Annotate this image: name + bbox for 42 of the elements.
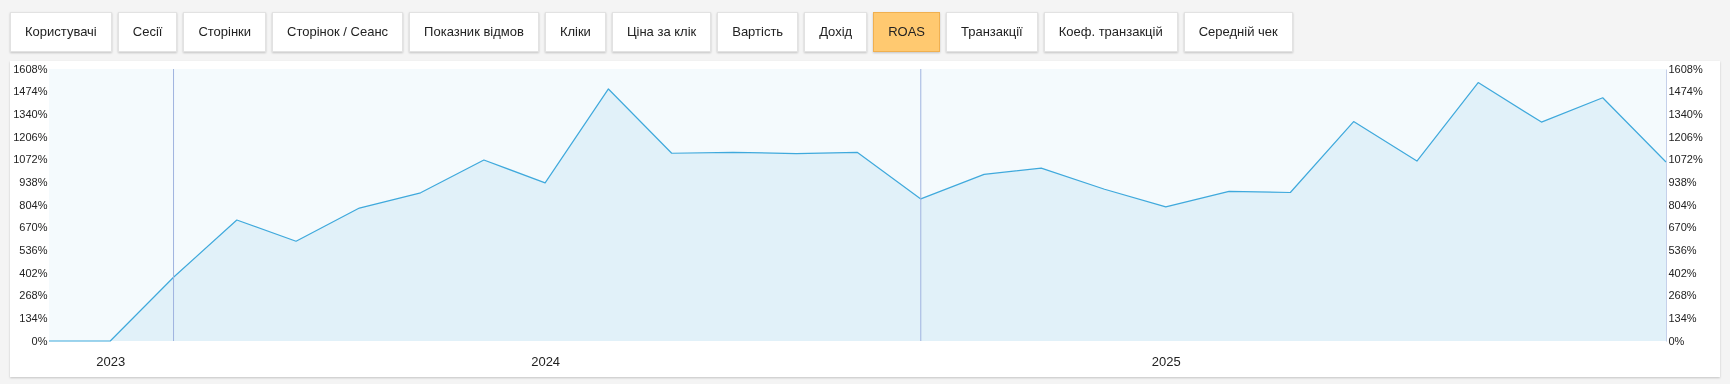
y2-tick-label: 938% [1668,175,1697,188]
y-tick-label: 938% [19,175,48,188]
tab-button: Транзакції [946,12,1038,52]
x-tick-label: 2025 [1151,353,1181,369]
y-tick-label: 402% [19,266,48,279]
tab-button: Користувачі [10,12,112,52]
y2-tick-label: 536% [1668,243,1697,256]
y-tick-label: 1072% [13,153,48,166]
tab-button: Коеф. транзакцій [1043,12,1178,52]
y2-tick-label: 1474% [1668,85,1703,98]
y-tick-label: 134% [19,311,48,324]
y-tick-label: 1474% [13,85,48,98]
y2-tick-label: 670% [1668,221,1697,234]
y2-tick-label: 1072% [1668,153,1703,166]
tab-button: Дохід [804,12,868,52]
y2-tick-label: 1608% [1668,62,1703,75]
y2-tick-label: 268% [1668,289,1697,302]
y-tick-label: 1608% [13,62,48,75]
tab-button: Сторінок / Сеанс [272,12,404,52]
y-tick-label: 0% [31,334,48,347]
y-tick-label: 670% [19,221,48,234]
y2-tick-label: 1340% [1668,107,1703,120]
tab-button: Вартість [717,12,799,52]
y2-tick-label: 1206% [1668,130,1703,143]
tab-button: Сторінки [183,12,267,52]
y2-tick-label: 804% [1668,198,1697,211]
x-tick-label: 2024 [531,353,561,369]
tab-button: Середній чек [1183,12,1293,52]
y-tick-label: 1340% [13,107,48,120]
y-tick-label: 536% [19,243,48,256]
y2-tick-label: 134% [1668,311,1697,324]
x-tick-label: 2023 [96,353,126,369]
tab-button: Сесії [117,12,178,52]
y-tick-label: 1206% [13,130,48,143]
y2-tick-label: 402% [1668,266,1697,279]
tab-button: Кліки [544,12,606,52]
y-tick-label: 804% [19,198,48,211]
y-tick-label: 268% [19,289,48,302]
tab-button: Показник відмов [409,12,539,52]
tab-button: ROAS [873,12,940,52]
tab-button: Ціна за клік [611,12,712,52]
y2-tick-label: 0% [1668,334,1685,347]
